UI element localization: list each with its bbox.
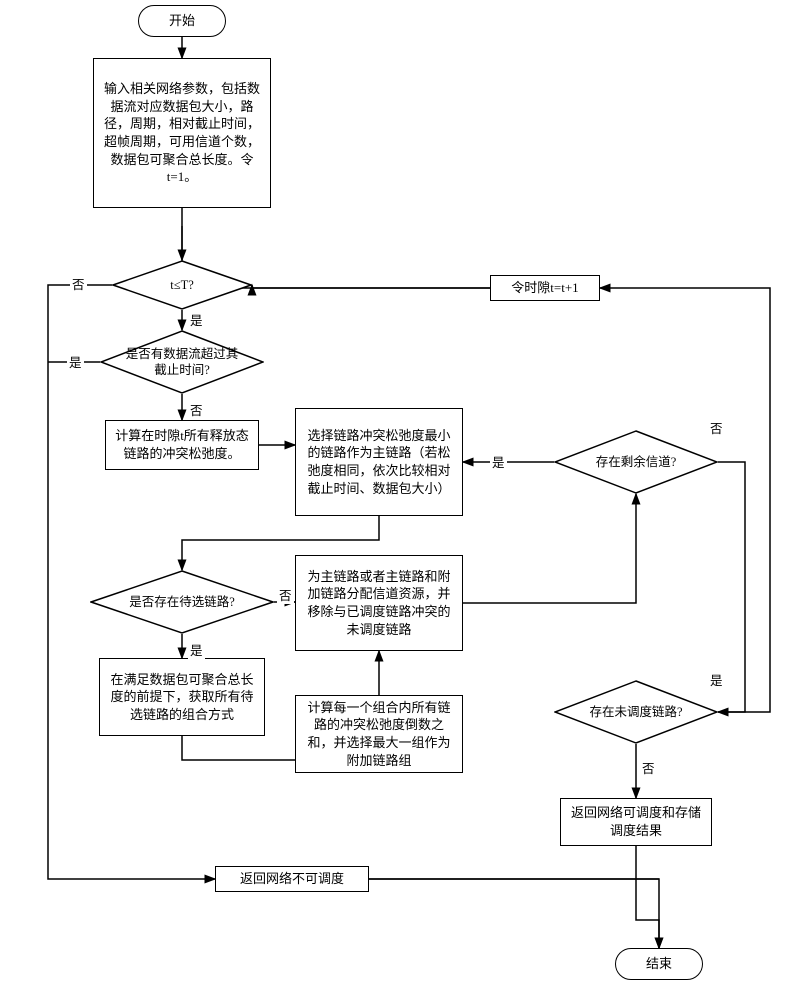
edge-label-remainCh_yes: 是 [490,452,507,471]
node-retNotSched: 返回网络不可调度 [215,866,369,892]
edge-label-deadline_yes: 是 [67,352,84,371]
node-allocate: 为主链路或者主链路和附加链路分配信道资源，并移除与已调度链路冲突的未调度链路 [295,555,463,651]
node-hasRemainCh-label: 存在剩余信道? [574,448,699,476]
edge-label-tLeT_no: 否 [70,274,87,293]
node-incTimeslot: 令时隙t=t+1 [490,275,600,301]
node-overDeadline-label: 是否有数据流超过其截止时间? [100,340,264,385]
node-end: 结束 [615,948,703,980]
edge-label-unsched_no: 否 [640,758,657,777]
node-hasCandidate-label: 是否存在待选链路? [107,588,257,616]
edge-label-unsched_yes: 是 [708,670,725,689]
node-hasRemainCh: 存在剩余信道? [554,430,718,494]
node-selectMain: 选择链路冲突松弛度最小的链路作为主链路（若松弛度相同，依次比较相对截止时间、数据… [295,408,463,516]
node-getCombos: 在满足数据包可聚合总长度的前提下，获取所有待选链路的组合方式 [99,658,265,736]
edge-label-tLeT_yes: 是 [188,310,205,329]
node-overDeadline: 是否有数据流超过其截止时间? [100,330,264,394]
edge-label-candidate_no: 否 [277,585,294,604]
edge-label-deadline_no: 否 [188,400,205,419]
node-calcConflict: 计算在时隙t所有释放态链路的冲突松弛度。 [105,420,259,470]
edge-label-candidate_yes: 是 [188,640,205,659]
node-calcCombo: 计算每一个组合内所有链路的冲突松弛度倒数之和，并选择最大一组作为附加链路组 [295,695,463,773]
node-hasCandidate: 是否存在待选链路? [90,570,274,634]
node-input: 输入相关网络参数，包括数据流对应数据包大小，路径，周期，相对截止时间，超帧周期，… [93,58,271,208]
node-tLeT: t≤T? [112,260,252,310]
node-tLeT-label: t≤T? [148,271,216,299]
node-retSched: 返回网络可调度和存储调度结果 [560,798,712,846]
edge-label-remainCh_no: 否 [708,418,725,437]
node-hasUnsched: 存在未调度链路? [554,680,718,744]
node-hasUnsched-label: 存在未调度链路? [567,698,704,726]
node-start: 开始 [138,5,226,37]
